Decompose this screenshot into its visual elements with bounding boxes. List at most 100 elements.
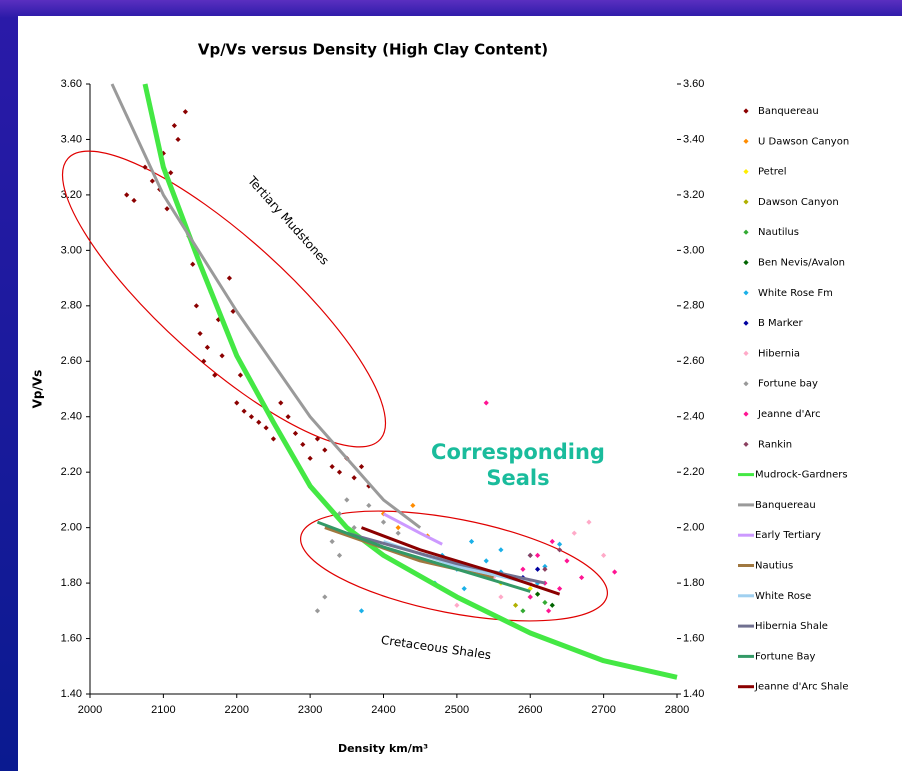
legend-label: Mudrock-Gardners: [755, 470, 848, 481]
legend-marker: [743, 290, 749, 296]
y2-tick-label: 2.20: [683, 466, 704, 478]
scatter-point: [322, 594, 328, 600]
trend-line: [142, 83, 678, 680]
scatter-point: [230, 308, 236, 314]
scatter-point: [545, 608, 552, 614]
scatter-point: [571, 530, 577, 536]
legend-label: White Rose: [755, 591, 811, 602]
legend-label: Dawson Canyon: [758, 197, 839, 208]
scatter-point: [175, 136, 181, 143]
y-tick-label: 3.20: [61, 189, 82, 201]
scatter-point: [149, 178, 155, 184]
legend-marker: [743, 350, 749, 356]
legend-label: U Dawson Canyon: [758, 136, 849, 147]
scatter-point: [358, 464, 365, 470]
x-tick-label: 2800: [665, 704, 689, 716]
legend-label: Petrel: [758, 167, 787, 178]
scatter-point: [534, 591, 541, 597]
trend-line: [316, 520, 531, 593]
scatter-point: [171, 122, 177, 129]
scatter-point: [270, 436, 277, 442]
x-axis-label: Density km/m³: [338, 742, 428, 755]
annotation: Tertiary Mudstones: [244, 173, 331, 268]
scatter-point: [395, 525, 401, 531]
legend-marker: [743, 199, 749, 205]
scatter-point: [336, 552, 343, 558]
x-tick-label: 2000: [78, 704, 102, 716]
region-outline: [61, 150, 387, 448]
y-tick-label: 1.60: [61, 632, 82, 644]
scatter-point: [241, 408, 247, 414]
scatter-point: [498, 547, 504, 553]
y2-tick-label: 2.00: [683, 522, 704, 534]
scatter-point: [586, 519, 592, 525]
x-tick-label: 2500: [445, 704, 469, 716]
scatter-point: [542, 563, 548, 570]
plot-area: [110, 83, 678, 680]
legend-label: B Marker: [758, 318, 803, 329]
y-tick-label: 2.80: [61, 300, 82, 312]
region-outline: [300, 510, 608, 622]
scatter-point: [292, 430, 299, 436]
y-tick-label: 1.80: [61, 577, 82, 589]
scatter-point: [380, 519, 387, 525]
y-tick-label: 2.40: [61, 411, 82, 423]
scatter-point: [498, 594, 504, 600]
scatter-point: [278, 400, 284, 406]
scatter-point: [336, 469, 343, 475]
y2-tick-label: 2.80: [683, 300, 704, 312]
scatter-point: [124, 192, 130, 198]
legend-label: Fortune Bay: [755, 651, 816, 662]
scatter-point: [256, 419, 262, 425]
scatter-point: [182, 109, 188, 115]
scatter-point: [366, 502, 372, 509]
legend-marker: [743, 108, 749, 114]
scatter-point: [612, 569, 618, 575]
scatter-point: [193, 303, 199, 309]
scatter-point: [549, 602, 555, 608]
y-tick-label: 2.20: [61, 466, 82, 478]
y-tick-label: 1.40: [61, 688, 82, 700]
scatter-point: [329, 464, 335, 470]
y-axis-label: Vp/Vs: [31, 370, 45, 409]
legend-label: Banquereau: [755, 500, 816, 511]
scatter-point: [483, 558, 489, 564]
y-tick-label: 3.60: [61, 78, 82, 90]
slide: Vp/Vs versus Density (High Clay Content)…: [18, 16, 902, 771]
legend-label: Nautius: [755, 561, 793, 572]
chart-title: Vp/Vs versus Density (High Clay Content): [198, 41, 548, 59]
scatter-point: [483, 400, 489, 406]
scatter-point: [520, 608, 526, 614]
scatter-point: [164, 206, 170, 212]
scatter-point: [534, 566, 541, 572]
scatter-point: [527, 594, 533, 600]
scatter-point: [314, 608, 321, 614]
scatter-point: [226, 275, 233, 281]
scatter-point: [358, 608, 365, 614]
scatter-point: [542, 566, 548, 572]
legend-label: Jeanne d'Arc: [757, 409, 821, 420]
scatter-point: [527, 552, 533, 558]
scatter-point: [248, 414, 255, 420]
trend-line: [382, 512, 443, 546]
y-tick-label: 3.00: [61, 244, 82, 256]
scatter-point: [520, 566, 526, 572]
x-tick-label: 2400: [371, 704, 395, 716]
x-tick-label: 2300: [298, 704, 322, 716]
legend-marker: [743, 169, 749, 175]
y2-tick-label: 2.60: [683, 355, 704, 367]
scatter-point: [300, 441, 306, 448]
scatter-point: [461, 586, 467, 592]
legend-marker: [743, 381, 749, 387]
scatter-point: [307, 455, 313, 461]
scatter-point: [219, 353, 225, 359]
scatter-point: [237, 372, 244, 378]
legend-label: Early Tertiary: [755, 530, 821, 541]
x-tick-label: 2200: [225, 704, 249, 716]
scatter-point: [131, 197, 137, 204]
scatter-point: [601, 552, 607, 558]
legend-label: Fortune bay: [758, 379, 818, 390]
scatter-point: [454, 602, 460, 608]
y2-tick-label: 3.00: [683, 244, 704, 256]
